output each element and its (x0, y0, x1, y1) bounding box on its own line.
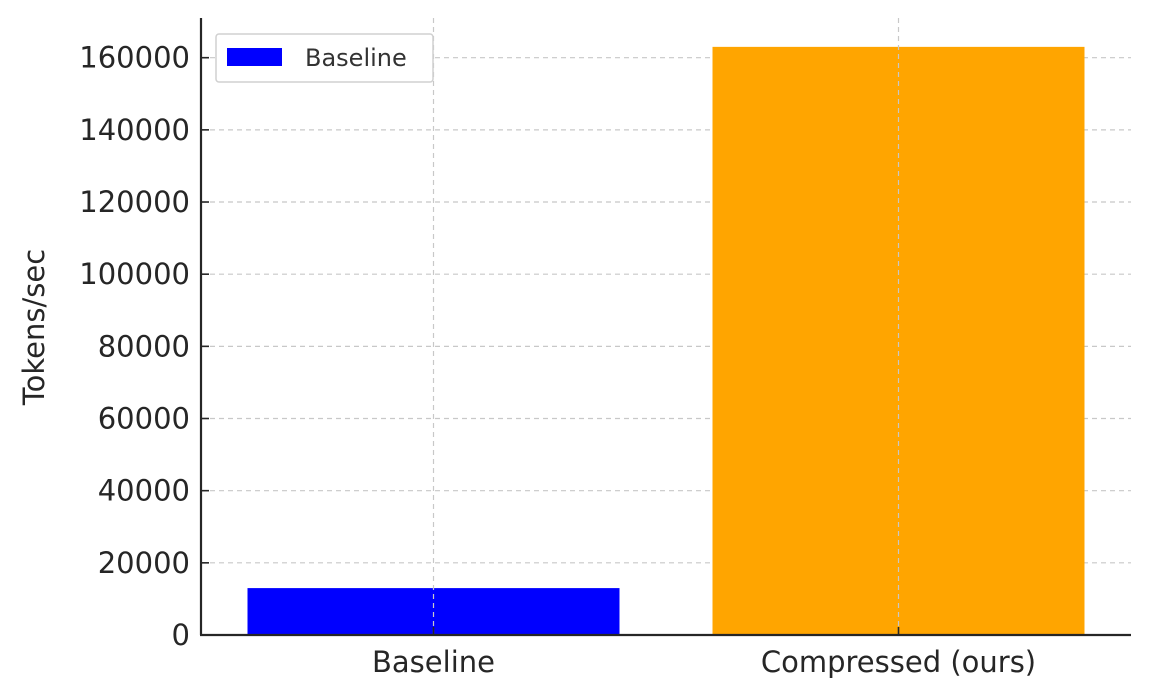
y-tick-label: 100000 (79, 257, 190, 291)
y-tick-label: 0 (172, 618, 190, 652)
y-tick-label: 140000 (79, 113, 190, 147)
axes-layer (199, 18, 1131, 637)
y-tick-label: 20000 (98, 546, 190, 580)
y-tick-label: 160000 (79, 41, 190, 75)
x-tick-label: Baseline (372, 645, 495, 679)
y-tick-label: 40000 (98, 474, 190, 508)
ticks-layer: 0 20000 40000 60000 80000 100000 120000 140000 1… (79, 41, 1036, 679)
x-tick-label: Compressed (ours) (761, 645, 1036, 679)
y-tick-label: 120000 (79, 185, 190, 219)
legend-label-baseline: Baseline (305, 44, 407, 72)
bars-layer (247, 18, 1085, 636)
y-tick-label: 60000 (98, 402, 190, 436)
legend-frame (215, 33, 434, 83)
legend-swatch-baseline (227, 48, 282, 66)
y-tick-label: 80000 (98, 329, 190, 363)
y-axis-label: Tokens/sec (17, 249, 51, 406)
legend: Baseline (215, 33, 434, 83)
